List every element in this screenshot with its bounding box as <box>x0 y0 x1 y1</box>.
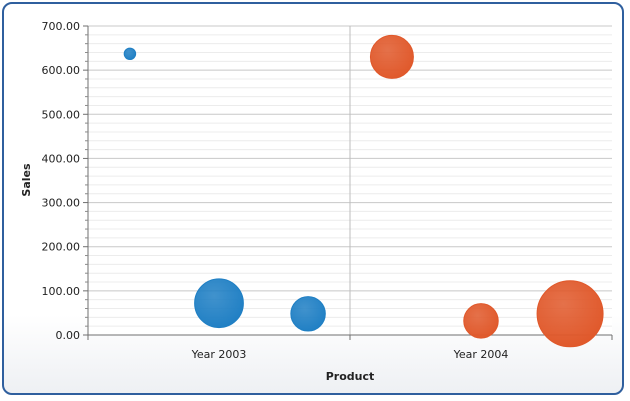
bubble-series <box>123 34 604 348</box>
y-tick-label: 300.00 <box>42 197 81 210</box>
y-tick-label: 100.00 <box>42 285 81 298</box>
y-tick-label: 500.00 <box>42 108 81 121</box>
bubble[interactable] <box>463 303 499 339</box>
x-axis-ticks: Year 2003 Year 2004 <box>87 335 613 361</box>
y-tick-label: 0.00 <box>56 329 81 342</box>
x-tick-label: Year 2003 <box>191 348 247 361</box>
x-tick-label: Year 2004 <box>453 348 509 361</box>
bubble[interactable] <box>369 34 414 79</box>
y-tick-label: 400.00 <box>42 152 81 165</box>
y-tick-label: 700.00 <box>42 20 81 33</box>
bubble[interactable] <box>123 47 137 61</box>
bubble[interactable] <box>194 278 244 329</box>
y-tick-label: 200.00 <box>42 241 81 254</box>
bubble[interactable] <box>536 280 604 348</box>
y-axis-title: Sales <box>20 163 33 197</box>
bubble[interactable] <box>290 296 326 332</box>
y-tick-label: 600.00 <box>42 64 81 77</box>
y-axis-ticks: 0.00 100.00 200.00 300.00 400.00 500.00 600.00… <box>42 20 88 342</box>
x-axis-title: Product <box>326 370 375 383</box>
